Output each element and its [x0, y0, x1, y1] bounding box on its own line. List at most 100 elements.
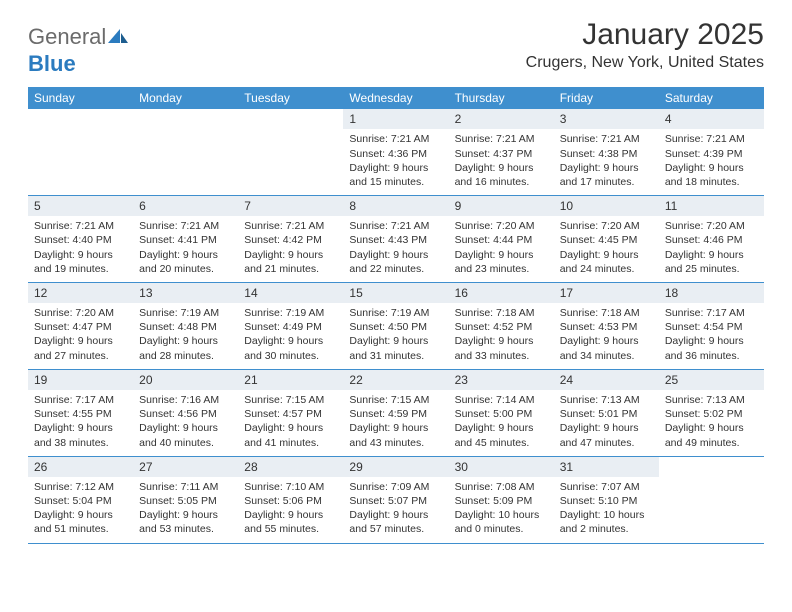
daylight-text: Daylight: 9 hours: [665, 248, 758, 262]
day-header: Sunday: [28, 87, 133, 109]
daylight-text: Daylight: 9 hours: [455, 248, 548, 262]
daylight-text: and 34 minutes.: [560, 349, 653, 363]
day-number: 21: [238, 370, 343, 390]
day-cell: 12Sunrise: 7:20 AMSunset: 4:47 PMDayligh…: [28, 283, 133, 369]
daylight-text: and 51 minutes.: [34, 522, 127, 536]
sunset-text: Sunset: 4:49 PM: [244, 320, 337, 334]
sunset-text: Sunset: 5:05 PM: [139, 494, 232, 508]
day-number: 1: [343, 109, 448, 129]
sunrise-text: Sunrise: 7:21 AM: [349, 219, 442, 233]
daylight-text: Daylight: 9 hours: [455, 161, 548, 175]
daylight-text: Daylight: 9 hours: [34, 421, 127, 435]
daylight-text: Daylight: 9 hours: [665, 161, 758, 175]
daylight-text: and 31 minutes.: [349, 349, 442, 363]
day-number: 22: [343, 370, 448, 390]
week-row: 26 Sunrise: 7:12 AMSunset: 5:04 PM Dayligh…: [28, 457, 764, 544]
sunset-text: Sunset: 4:55 PM: [34, 407, 127, 421]
day-number: 27: [133, 457, 238, 477]
day-header: Tuesday: [238, 87, 343, 109]
sunrise-text: Sunrise: 7:19 AM: [139, 306, 232, 320]
day-number: 11: [659, 196, 764, 216]
day-cell: 26Sunrise: 7:12 AMSunset: 5:04 PMDayligh…: [28, 457, 133, 543]
day-cell: 14Sunrise: 7:19 AMSunset: 4:49 PMDayligh…: [238, 283, 343, 369]
day-cell: 18Sunrise: 7:17 AMSunset: 4:54 PMDayligh…: [659, 283, 764, 369]
sunrise-text: Sunrise: 7:17 AM: [665, 306, 758, 320]
sunrise-text: Sunrise: 7:13 AM: [560, 393, 653, 407]
day-number: 9: [449, 196, 554, 216]
daylight-text: and 36 minutes.: [665, 349, 758, 363]
day-number: 24: [554, 370, 659, 390]
day-number: 16: [449, 283, 554, 303]
sunset-text: Sunset: 4:38 PM: [560, 147, 653, 161]
week-row: 1Sunrise: 7:21 AMSunset: 4:36 PMDaylight…: [28, 109, 764, 196]
logo-general-text: General: [28, 24, 106, 49]
sunset-text: Sunset: 4:36 PM: [349, 147, 442, 161]
daylight-text: and 23 minutes.: [455, 262, 548, 276]
sunrise-text: Sunrise: 7:21 AM: [34, 219, 127, 233]
sunrise-text: Sunrise: 7:12 AM: [34, 480, 127, 494]
day-cell: 22Sunrise: 7:15 AMSunset: 4:59 PMDayligh…: [343, 370, 448, 456]
daylight-text: and 49 minutes.: [665, 436, 758, 450]
daylight-text: and 19 minutes.: [34, 262, 127, 276]
daylight-text: Daylight: 9 hours: [349, 161, 442, 175]
daylight-text: and 41 minutes.: [244, 436, 337, 450]
day-cell: 1 Sunrise: 7:21 AMSunset: 4:36 PMDaylight…: [343, 109, 448, 195]
day-number: 30: [449, 457, 554, 477]
day-cell: 20Sunrise: 7:16 AMSunset: 4:56 PMDayligh…: [133, 370, 238, 456]
daylight-text: and 24 minutes.: [560, 262, 653, 276]
day-number: 20: [133, 370, 238, 390]
daylight-text: and 43 minutes.: [349, 436, 442, 450]
sunrise-text: Sunrise: 7:19 AM: [244, 306, 337, 320]
daylight-text: Daylight: 10 hours: [560, 508, 653, 522]
daylight-text: Daylight: 9 hours: [34, 248, 127, 262]
daylight-text: and 20 minutes.: [139, 262, 232, 276]
sunset-text: Sunset: 5:04 PM: [34, 494, 127, 508]
day-header: Monday: [133, 87, 238, 109]
day-number: 8: [343, 196, 448, 216]
day-cell: 15Sunrise: 7:19 AMSunset: 4:50 PMDayligh…: [343, 283, 448, 369]
daylight-text: and 22 minutes.: [349, 262, 442, 276]
daylight-text: and 45 minutes.: [455, 436, 548, 450]
daylight-text: Daylight: 9 hours: [560, 421, 653, 435]
daylight-text: and 40 minutes.: [139, 436, 232, 450]
day-cell: 6Sunrise: 7:21 AMSunset: 4:41 PMDaylight…: [133, 196, 238, 282]
title-block: January 2025 Crugers, New York, United S…: [526, 18, 764, 72]
day-header: Thursday: [449, 87, 554, 109]
day-number: 19: [28, 370, 133, 390]
sunset-text: Sunset: 4:52 PM: [455, 320, 548, 334]
daylight-text: Daylight: 9 hours: [349, 334, 442, 348]
sunrise-text: Sunrise: 7:21 AM: [349, 132, 442, 146]
sunrise-text: Sunrise: 7:15 AM: [244, 393, 337, 407]
sunset-text: Sunset: 4:50 PM: [349, 320, 442, 334]
daylight-text: and 18 minutes.: [665, 175, 758, 189]
daylight-text: Daylight: 9 hours: [560, 161, 653, 175]
day-cell: 10Sunrise: 7:20 AMSunset: 4:45 PMDayligh…: [554, 196, 659, 282]
week-row: 19Sunrise: 7:17 AMSunset: 4:55 PMDayligh…: [28, 370, 764, 457]
sunrise-text: Sunrise: 7:09 AM: [349, 480, 442, 494]
day-number: 28: [238, 457, 343, 477]
daylight-text: and 2 minutes.: [560, 522, 653, 536]
logo-sail-icon: [106, 25, 130, 51]
sunrise-text: Sunrise: 7:20 AM: [560, 219, 653, 233]
sunrise-text: Sunrise: 7:21 AM: [139, 219, 232, 233]
day-number: 23: [449, 370, 554, 390]
daylight-text: Daylight: 9 hours: [455, 421, 548, 435]
daylight-text: and 17 minutes.: [560, 175, 653, 189]
daylight-text: and 16 minutes.: [455, 175, 548, 189]
day-number: 31: [554, 457, 659, 477]
sunset-text: Sunset: 5:07 PM: [349, 494, 442, 508]
day-cell: [133, 109, 238, 195]
location-text: Crugers, New York, United States: [526, 54, 764, 72]
day-number: 25: [659, 370, 764, 390]
daylight-text: Daylight: 10 hours: [455, 508, 548, 522]
day-number: 10: [554, 196, 659, 216]
day-number: 26: [28, 457, 133, 477]
sunrise-text: Sunrise: 7:10 AM: [244, 480, 337, 494]
sunset-text: Sunset: 4:43 PM: [349, 233, 442, 247]
day-cell: 21Sunrise: 7:15 AMSunset: 4:57 PMDayligh…: [238, 370, 343, 456]
logo-blue-text: Blue: [28, 51, 76, 76]
daylight-text: and 25 minutes.: [665, 262, 758, 276]
day-number: 5: [28, 196, 133, 216]
sunset-text: Sunset: 4:57 PM: [244, 407, 337, 421]
daylight-text: and 57 minutes.: [349, 522, 442, 536]
